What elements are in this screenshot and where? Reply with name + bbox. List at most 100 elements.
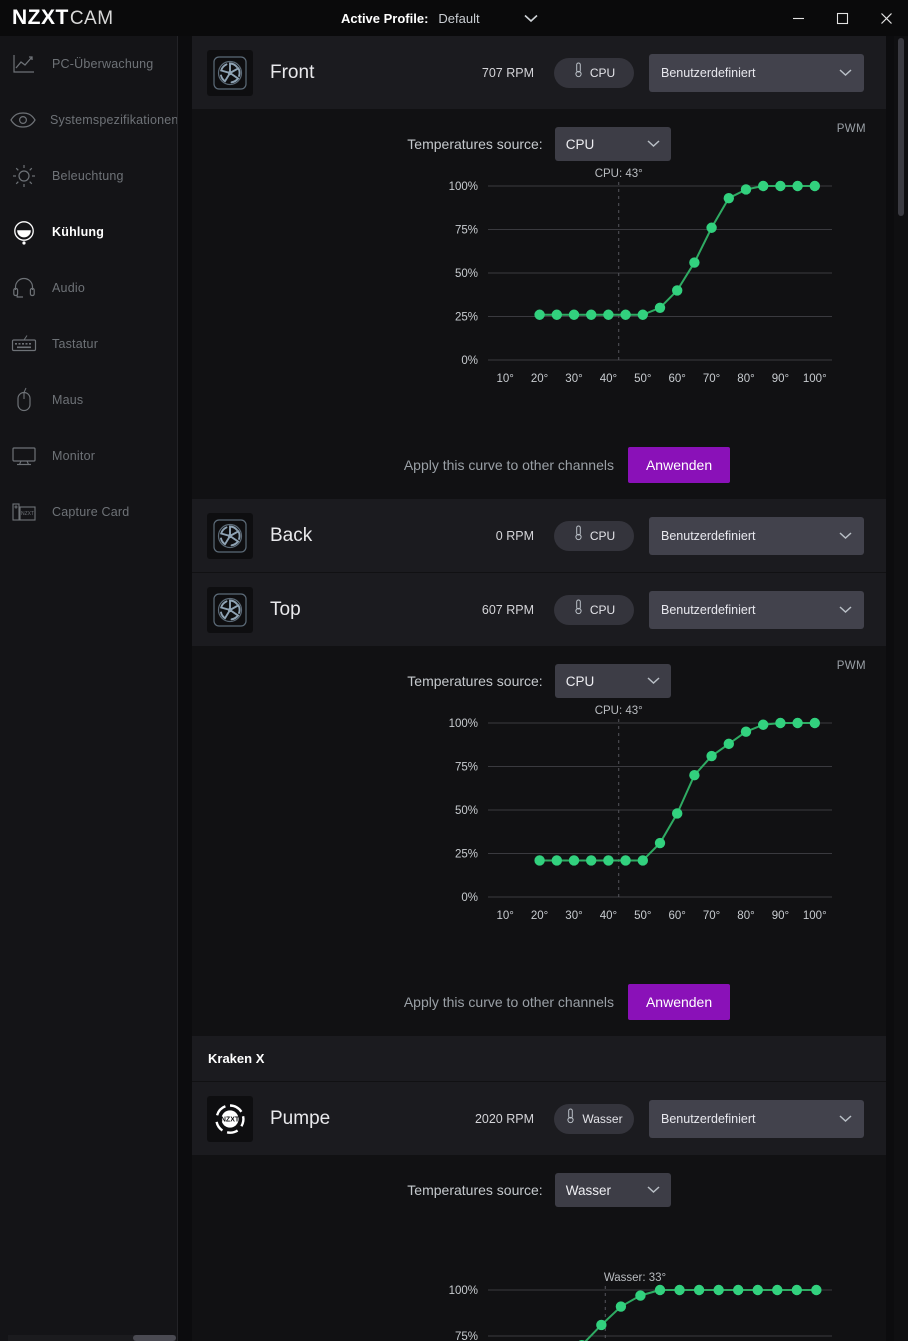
chevron-down-icon[interactable] [839, 605, 852, 614]
curve-point[interactable] [603, 855, 614, 866]
active-profile-selector[interactable]: Active Profile: Default [341, 0, 538, 36]
sidebar-horizontal-scrollbar[interactable] [8, 1335, 176, 1341]
curve-point[interactable] [568, 855, 580, 866]
curve-point[interactable] [637, 309, 648, 320]
chevron-down-icon[interactable] [647, 677, 660, 685]
curve-point[interactable] [740, 184, 752, 195]
curve-point[interactable] [775, 180, 786, 192]
curve-point[interactable] [615, 1301, 627, 1312]
fan-curve-chart-top[interactable]: CPU: 43° 0% 25% 50% 75% 100% 10° 20° 30° 40° 50° 60… [192, 701, 886, 976]
curve-point[interactable] [551, 309, 562, 320]
chevron-down-icon[interactable] [839, 68, 852, 77]
curve-point[interactable] [568, 309, 580, 320]
main-vertical-scrollbar[interactable] [894, 36, 908, 1341]
temperature-source-select-top[interactable]: CPU [554, 664, 671, 698]
sidebar-item-capture-card[interactable]: NZXT Capture Card [0, 484, 177, 540]
scrollbar-thumb[interactable] [898, 38, 904, 216]
sensor-badge[interactable]: Wasser [554, 1103, 634, 1134]
mode-select-front[interactable]: Benutzerdefiniert [649, 53, 864, 92]
fan-curve-chart-pumpe[interactable]: Wasser: 33°50%75%100% [192, 1210, 886, 1341]
curve-point[interactable] [723, 192, 734, 204]
channel-row-top[interactable]: Top 607 RPM CPU Benutzerdefiniert [192, 573, 886, 647]
curve-point[interactable] [792, 180, 803, 192]
channel-name: Back [270, 524, 313, 546]
channel-row-back[interactable]: Back 0 RPM CPU Benutzerdefiniert [192, 499, 886, 573]
curve-point[interactable] [772, 1284, 783, 1296]
temperature-source-label: Temperatures source: [407, 673, 543, 689]
y-tick-label: 25% [455, 849, 478, 861]
curve-point[interactable] [534, 855, 545, 866]
curve-point[interactable] [752, 1284, 763, 1296]
curve-point[interactable] [635, 1290, 646, 1301]
maximize-button[interactable] [820, 0, 864, 36]
curve-point[interactable] [620, 855, 631, 866]
apply-curve-button[interactable]: Anwenden [627, 984, 731, 1020]
curve-point[interactable] [706, 222, 717, 233]
curve-point[interactable] [637, 855, 648, 866]
curve-point[interactable] [809, 180, 820, 192]
channel-row-pumpe[interactable]: NZXT Pumpe 2020 RPM Wasser Benutzerdefin… [192, 1082, 886, 1156]
chevron-down-icon[interactable] [647, 140, 660, 148]
curve-point[interactable] [775, 717, 786, 729]
curve-point[interactable] [674, 1284, 685, 1296]
temperature-source-select-pumpe[interactable]: Wasser [554, 1173, 671, 1207]
curve-point[interactable] [758, 180, 769, 192]
sidebar-item-monitor[interactable]: Monitor [0, 428, 177, 484]
chevron-down-icon[interactable] [839, 531, 852, 540]
close-button[interactable] [864, 0, 908, 36]
sun-icon [10, 162, 38, 190]
apply-curve-button[interactable]: Anwenden [627, 447, 731, 483]
sidebar-item-audio[interactable]: Audio [0, 260, 177, 316]
x-tick-label: 60° [669, 373, 686, 385]
temperature-source-select-front[interactable]: CPU [554, 127, 671, 161]
curve-point[interactable] [672, 285, 683, 296]
curve-point[interactable] [672, 808, 683, 819]
curve-point[interactable] [586, 309, 597, 320]
curve-point[interactable] [620, 309, 631, 320]
sidebar-item-lighting[interactable]: Beleuchtung [0, 148, 177, 204]
chevron-down-icon[interactable] [524, 14, 538, 23]
curve-point[interactable] [596, 1319, 607, 1331]
mode-select-top[interactable]: Benutzerdefiniert [649, 590, 864, 629]
curve-point[interactable] [713, 1284, 724, 1296]
curve-panel-front: PWM Temperatures source: CPU CPU: 43° 0% 2… [192, 110, 886, 499]
curve-point[interactable] [654, 837, 666, 849]
curve-point[interactable] [689, 770, 700, 781]
curve-point[interactable] [654, 302, 666, 313]
curve-panel-pumpe: Temperatures source: Wasser Wasser: 33°5… [192, 1156, 886, 1341]
curve-point[interactable] [551, 855, 562, 866]
curve-point[interactable] [723, 738, 734, 750]
channel-row-front[interactable]: Front 707 RPM CPU Benutzerdefiniert [192, 36, 886, 110]
curve-point[interactable] [758, 719, 769, 730]
sidebar-item-cooling[interactable]: Kühlung [0, 204, 177, 260]
mode-select-back[interactable]: Benutzerdefiniert [649, 516, 864, 555]
sidebar-item-pc-monitoring[interactable]: PC-Überwachung [0, 36, 177, 92]
sidebar-item-keyboard[interactable]: Tastatur [0, 316, 177, 372]
curve-point[interactable] [706, 750, 717, 762]
chevron-down-icon[interactable] [647, 1186, 660, 1194]
curve-point[interactable] [811, 1284, 822, 1296]
curve-point[interactable] [603, 309, 614, 320]
curve-point[interactable] [740, 726, 752, 737]
curve-point[interactable] [654, 1284, 666, 1296]
curve-point[interactable] [689, 257, 700, 268]
pwm-badge: PWM [836, 123, 866, 135]
fan-curve-chart-front[interactable]: CPU: 43° 0% 25% 50% 75% 100% 10° 20° 30° 40° 50° 60… [192, 164, 886, 439]
scrollbar-thumb[interactable] [133, 1335, 176, 1341]
apply-curve-text: Apply this curve to other channels [403, 457, 614, 473]
minimize-button[interactable] [776, 0, 820, 36]
curve-point[interactable] [693, 1284, 705, 1296]
curve-point[interactable] [586, 855, 597, 866]
curve-point[interactable] [792, 717, 803, 729]
curve-point[interactable] [809, 717, 820, 729]
sensor-badge[interactable]: CPU [554, 594, 634, 625]
curve-point[interactable] [791, 1284, 803, 1296]
curve-point[interactable] [534, 309, 545, 320]
curve-point[interactable] [732, 1284, 744, 1296]
sensor-badge[interactable]: CPU [554, 520, 634, 551]
chevron-down-icon[interactable] [839, 1114, 852, 1123]
sensor-badge[interactable]: CPU [554, 57, 634, 88]
sidebar-item-mouse[interactable]: Maus [0, 372, 177, 428]
mode-select-pumpe[interactable]: Benutzerdefiniert [649, 1099, 864, 1138]
sidebar-item-system-specs[interactable]: Systemspezifikationen [0, 92, 178, 148]
